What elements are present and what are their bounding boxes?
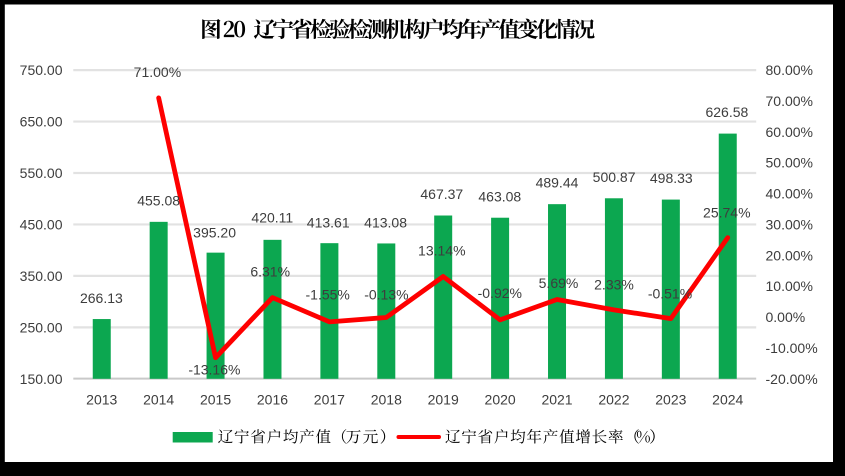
svg-text:2019: 2019 <box>428 391 459 407</box>
svg-text:467.37: 467.37 <box>420 186 463 202</box>
svg-text:2020: 2020 <box>485 391 516 407</box>
svg-text:395.20: 395.20 <box>193 225 236 241</box>
svg-text:150.00: 150.00 <box>20 371 63 387</box>
svg-text:13.14%: 13.14% <box>418 243 465 259</box>
svg-text:2.33%: 2.33% <box>594 277 634 293</box>
svg-text:50.00%: 50.00% <box>766 155 813 171</box>
svg-text:2022: 2022 <box>598 391 629 407</box>
svg-text:550.00: 550.00 <box>20 165 63 181</box>
svg-text:2024: 2024 <box>712 391 743 407</box>
svg-text:266.13: 266.13 <box>80 290 123 306</box>
svg-text:-0.92%: -0.92% <box>478 285 522 301</box>
svg-text:650.00: 650.00 <box>20 114 63 130</box>
svg-text:10.00%: 10.00% <box>766 278 813 294</box>
svg-text:5.69%: 5.69% <box>539 275 579 291</box>
svg-text:350.00: 350.00 <box>20 268 63 284</box>
svg-text:2017: 2017 <box>314 391 345 407</box>
svg-text:20.00%: 20.00% <box>766 247 813 263</box>
svg-text:2014: 2014 <box>143 391 174 407</box>
svg-text:498.33: 498.33 <box>650 170 693 186</box>
svg-text:489.44: 489.44 <box>536 174 579 190</box>
svg-text:71.00%: 71.00% <box>134 64 181 80</box>
svg-text:413.61: 413.61 <box>307 215 350 231</box>
svg-text:2013: 2013 <box>86 391 117 407</box>
svg-text:750.00: 750.00 <box>20 62 63 78</box>
svg-text:2016: 2016 <box>257 391 288 407</box>
svg-text:2021: 2021 <box>541 391 572 407</box>
svg-text:60.00%: 60.00% <box>766 124 813 140</box>
svg-text:2023: 2023 <box>655 391 686 407</box>
svg-text:70.00%: 70.00% <box>766 93 813 109</box>
svg-text:30.00%: 30.00% <box>766 216 813 232</box>
svg-text:450.00: 450.00 <box>20 216 63 232</box>
svg-text:40.00%: 40.00% <box>766 186 813 202</box>
svg-text:-0.13%: -0.13% <box>364 286 408 302</box>
svg-text:6.31%: 6.31% <box>250 264 290 280</box>
svg-text:-13.16%: -13.16% <box>188 361 240 377</box>
svg-text:80.00%: 80.00% <box>766 62 813 78</box>
svg-text:626.58: 626.58 <box>705 104 748 120</box>
svg-text:0.00%: 0.00% <box>766 309 806 325</box>
svg-text:413.08: 413.08 <box>364 215 407 231</box>
svg-text:500.87: 500.87 <box>593 169 636 185</box>
svg-text:-1.55%: -1.55% <box>306 287 350 303</box>
svg-text:2015: 2015 <box>200 391 231 407</box>
svg-text:-10.00%: -10.00% <box>766 340 818 356</box>
svg-text:420.11: 420.11 <box>251 209 293 225</box>
svg-text:250.00: 250.00 <box>20 319 63 335</box>
svg-text:25.74%: 25.74% <box>703 205 750 221</box>
svg-text:-0.51%: -0.51% <box>648 286 692 302</box>
svg-text:2018: 2018 <box>371 391 402 407</box>
svg-text:463.08: 463.08 <box>478 189 521 205</box>
svg-text:-20.00%: -20.00% <box>766 371 818 387</box>
svg-text:455.08: 455.08 <box>137 193 180 209</box>
